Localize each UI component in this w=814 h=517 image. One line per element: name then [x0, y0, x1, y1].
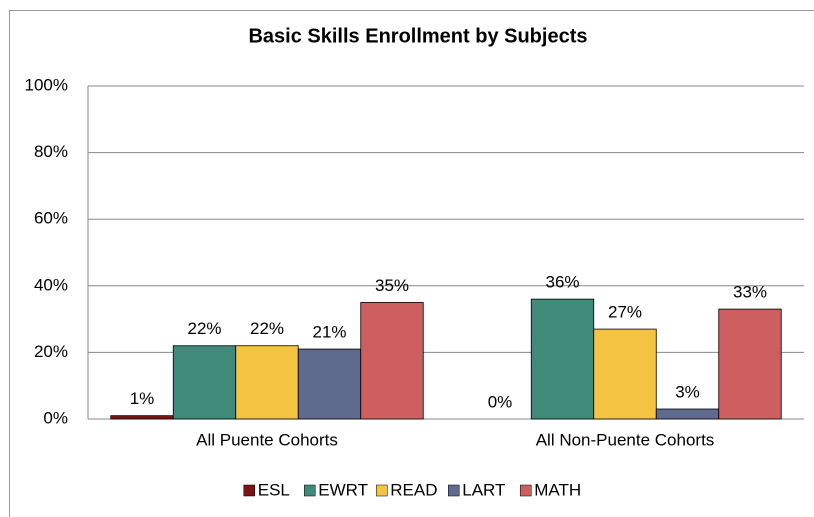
bar: [297, 348, 362, 420]
legend-swatch: [376, 484, 388, 497]
legend-label: ESL: [258, 480, 290, 499]
y-tick-label: 80%: [34, 142, 68, 161]
legend-label: MATH: [534, 480, 581, 499]
value-label: 1%: [130, 389, 155, 408]
bar: [360, 302, 424, 420]
y-tick-label: 20%: [34, 342, 68, 361]
value-label: 3%: [675, 382, 700, 401]
bar: [110, 415, 174, 420]
chart-frame: [9, 10, 814, 517]
bar: [235, 345, 299, 420]
legend-label: LART: [462, 480, 505, 499]
value-label: 0%: [488, 392, 513, 411]
y-tick-label: 0%: [43, 408, 68, 427]
x-tick-label: All Puente Cohorts: [196, 430, 338, 449]
x-tick-label: All Non-Puente Cohorts: [536, 430, 715, 449]
bar: [593, 328, 657, 420]
value-label: 22%: [250, 319, 284, 338]
legend-swatch: [304, 484, 316, 497]
value-label: 22%: [187, 319, 221, 338]
value-label: 36%: [545, 273, 579, 292]
y-tick-label: 60%: [34, 209, 68, 228]
value-label: 35%: [375, 276, 409, 295]
bar: [655, 408, 720, 420]
value-label: 33%: [733, 283, 767, 302]
legend-label: READ: [390, 480, 437, 499]
legend-swatch: [243, 484, 255, 497]
bar: [172, 345, 237, 420]
legend-swatch: [520, 484, 532, 497]
legend-swatch: [448, 484, 460, 497]
chart-title: Basic Skills Enrollment by Subjects: [248, 25, 587, 47]
value-label: 27%: [608, 303, 642, 322]
y-tick-label: 40%: [34, 275, 68, 294]
bar: [718, 308, 782, 420]
value-label: 21%: [312, 323, 346, 342]
bar: [530, 298, 595, 420]
y-tick-label: 100%: [25, 75, 68, 94]
legend-label: EWRT: [318, 480, 368, 499]
